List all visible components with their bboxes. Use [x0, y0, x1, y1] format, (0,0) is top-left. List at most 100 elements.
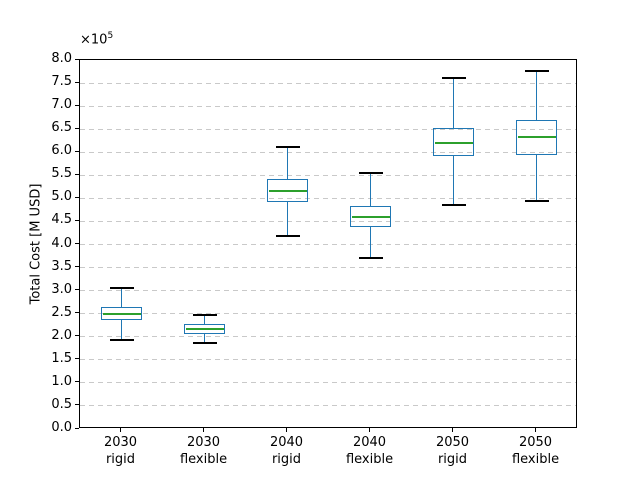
y-tick-label: 1.5: [51, 350, 72, 366]
y-tick-label: 0.0: [51, 420, 72, 435]
y-tick-mark: [75, 335, 79, 337]
lower-whisker: [203, 334, 206, 344]
iqr-box: [267, 179, 308, 202]
gridline: [80, 220, 576, 222]
y-tick-label: 7.0: [51, 97, 72, 113]
gridline: [80, 105, 576, 107]
x-tick-mark: [120, 428, 121, 432]
y-tick-label: 2.5: [51, 304, 72, 320]
x-tick-mark: [452, 428, 453, 432]
gridline: [80, 359, 576, 361]
median-line: [351, 215, 390, 218]
y-tick-mark: [75, 312, 79, 314]
y-tick-label: 6.0: [51, 143, 72, 159]
y-tick-label: 1.0: [51, 373, 72, 389]
x-tick-label: 2050 flexible: [511, 435, 560, 467]
median-line: [185, 328, 224, 331]
y-tick-mark: [75, 381, 79, 383]
lower-whisker: [286, 201, 289, 236]
upper-whisker: [369, 173, 372, 207]
lower-whisker: [535, 154, 538, 201]
y-tick-mark: [75, 104, 79, 106]
iqr-box: [101, 307, 142, 320]
upper-whisker: [452, 77, 455, 128]
lower-cap: [109, 338, 134, 341]
x-tick-label: 2030 rigid: [103, 435, 138, 467]
y-tick-mark: [75, 219, 79, 221]
y-tick-label: 0.5: [51, 396, 72, 412]
gridline: [80, 151, 576, 153]
gridline: [80, 197, 576, 199]
y-tick-label: 8.0: [51, 51, 72, 66]
median-line: [517, 136, 556, 139]
gridline: [80, 313, 576, 315]
x-tick-label: 2030 flexible: [179, 435, 228, 467]
median-line: [102, 312, 141, 315]
upper-whisker: [203, 315, 206, 325]
iqr-box: [350, 206, 391, 228]
lower-cap: [524, 199, 549, 202]
gridline: [80, 244, 576, 245]
x-tick-mark: [369, 428, 370, 432]
y-tick-label: 3.5: [51, 258, 72, 274]
gridline: [80, 336, 576, 338]
upper-cap: [109, 286, 134, 289]
gridline: [80, 405, 576, 407]
y-tick-label: 4.0: [51, 235, 72, 251]
upper-cap: [358, 172, 383, 174]
y-tick-mark: [75, 289, 79, 291]
y-tick-label: 7.5: [51, 74, 72, 90]
x-tick-mark: [203, 428, 204, 432]
y-tick-mark: [75, 358, 79, 360]
x-tick-label: 2040 flexible: [345, 435, 394, 467]
y-tick-mark: [75, 196, 79, 198]
lower-cap: [358, 256, 383, 259]
upper-cap: [524, 70, 549, 73]
upper-whisker: [535, 71, 538, 120]
upper-whisker: [120, 287, 123, 308]
offset-base: ×10: [80, 32, 108, 48]
y-tick-label: 2.0: [51, 327, 72, 343]
y-tick-label: 6.5: [51, 120, 72, 136]
gridline: [80, 128, 576, 130]
x-tick-label: 2040 rigid: [269, 435, 304, 467]
median-line: [268, 190, 307, 193]
lower-cap: [192, 342, 217, 345]
y-tick-label: 3.0: [51, 281, 72, 297]
y-tick-mark: [75, 58, 79, 60]
y-tick-mark: [75, 127, 79, 129]
iqr-box: [433, 127, 474, 157]
iqr-box: [516, 119, 557, 155]
x-tick-mark: [535, 428, 536, 432]
gridline: [80, 382, 576, 384]
offset-exponent: 5: [107, 31, 114, 41]
median-line: [434, 141, 473, 144]
y-tick-mark: [75, 427, 79, 429]
x-tick-mark: [286, 428, 287, 432]
y-tick-label: 5.0: [51, 189, 72, 205]
iqr-box: [184, 324, 225, 335]
y-tick-mark: [75, 150, 79, 152]
y-tick-mark: [75, 173, 79, 175]
lower-whisker: [452, 156, 455, 206]
upper-whisker: [286, 146, 289, 180]
y-tick-label: 5.5: [51, 166, 72, 182]
lower-whisker: [120, 319, 123, 340]
y-tick-label: 4.5: [51, 212, 72, 228]
lower-whisker: [369, 227, 372, 258]
gridline: [80, 290, 576, 292]
gridline: [80, 174, 576, 176]
x-tick-label: 2050 rigid: [435, 435, 470, 467]
upper-cap: [192, 314, 217, 317]
y-tick-mark: [75, 404, 79, 406]
y-axis-offset-text: ×105: [80, 31, 113, 47]
lower-cap: [275, 234, 300, 237]
upper-cap: [441, 76, 466, 79]
y-tick-mark: [75, 266, 79, 268]
y-tick-mark: [75, 243, 79, 244]
lower-cap: [441, 204, 466, 207]
plot-area: [79, 59, 577, 428]
y-tick-mark: [75, 81, 79, 83]
upper-cap: [275, 145, 300, 148]
